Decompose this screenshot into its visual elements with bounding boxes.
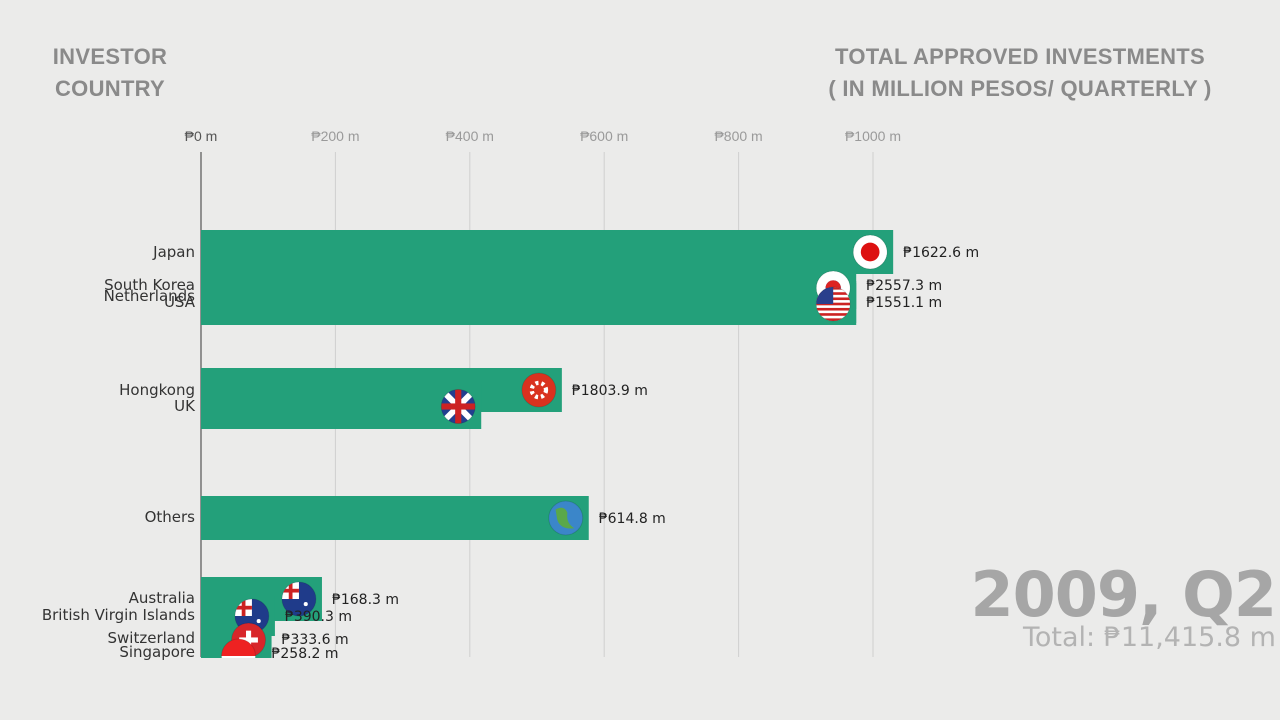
bar-others — [201, 496, 589, 540]
chart-header-right: TOTAL APPROVED INVESTMENTS ( IN MILLION … — [800, 41, 1240, 105]
chart-header-left: INVESTOR COUNTRY — [40, 41, 180, 105]
value-label: ₱390.3 m — [285, 609, 352, 625]
value-label: ₱258.2 m — [271, 646, 338, 662]
total-label: Total: ₱11,415.8 m — [1022, 622, 1276, 653]
value-label: ₱1551.1 m — [866, 295, 942, 311]
x-tick-label: ₱400 m — [446, 128, 494, 144]
category-label: Singapore — [119, 643, 195, 661]
header-right-line1: TOTAL APPROVED INVESTMENTS — [834, 44, 1206, 69]
singapore-flag-icon — [220, 638, 256, 658]
category-label: Japan — [152, 243, 195, 261]
category-label: Netherlands — [104, 287, 196, 305]
uk-flag-icon — [440, 389, 476, 424]
category-label: UK — [174, 397, 196, 415]
bar-uk — [201, 384, 482, 429]
category-label: USA — [164, 293, 196, 311]
x-tick-label: ₱800 m — [714, 128, 762, 144]
value-label: ₱1622.6 m — [903, 245, 979, 261]
bar-usa — [201, 283, 857, 325]
value-label: ₱614.8 m — [599, 511, 666, 527]
australia-flag-icon — [281, 581, 317, 617]
x-tick-label: ₱200 m — [311, 128, 359, 144]
x-tick-label: ₱600 m — [580, 128, 628, 144]
usa-flag-icon — [815, 286, 851, 322]
value-label: ₱333.6 m — [282, 632, 349, 648]
category-label: Others — [145, 508, 196, 526]
hong-kong-flag-icon — [521, 372, 557, 408]
globe-icon — [548, 500, 584, 536]
bars-group — [201, 230, 894, 658]
category-label: British Virgin Islands — [42, 606, 195, 624]
bar-japan — [201, 230, 894, 274]
value-label: ₱1803.9 m — [572, 383, 648, 399]
category-label: Australia — [129, 589, 195, 607]
header-left-line2: COUNTRY — [54, 76, 166, 101]
period-label: 2009, Q2 — [970, 558, 1277, 631]
x-tick-label: ₱0 m — [185, 128, 218, 144]
japan-flag-icon — [852, 234, 888, 270]
header-left-line1: INVESTOR — [52, 44, 168, 69]
header-right-line2: ( IN MILLION PESOS/ QUARTERLY ) — [828, 76, 1212, 101]
category-label: Switzerland — [108, 629, 196, 647]
value-label: ₱2557.3 m — [866, 278, 942, 294]
category-label: South Korea — [104, 276, 195, 294]
value-label: ₱168.3 m — [332, 592, 399, 608]
category-label: Hongkong — [119, 381, 195, 399]
x-tick-label: ₱1000 m — [845, 128, 901, 144]
